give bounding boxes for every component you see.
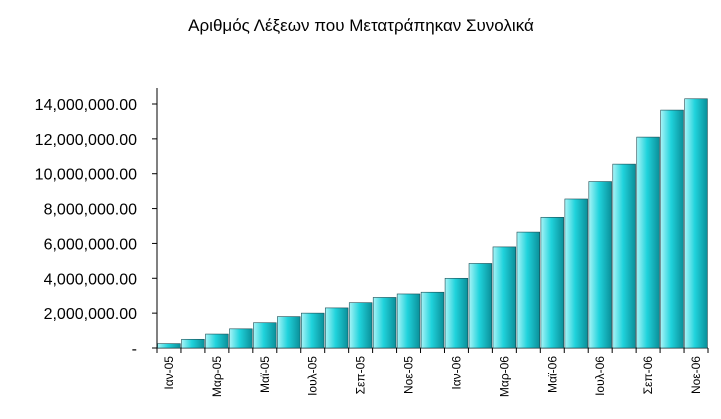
bar bbox=[636, 136, 660, 349]
x-tick-label: Μαϊ-05 bbox=[258, 356, 272, 393]
x-axis-ticks: Ιαν-05 Μαρ-05 Μαϊ-05 Ιουλ-05 Σεπ-05 Νοε-05 Ιαν… bbox=[156, 348, 709, 397]
x-tick-label: Μαρ-05 bbox=[210, 356, 224, 397]
bar bbox=[277, 316, 301, 349]
bar bbox=[229, 328, 253, 349]
x-tick-label: Ιουλ-06 bbox=[593, 356, 607, 396]
bar bbox=[253, 322, 277, 349]
x-tick-label: Μαρ-06 bbox=[497, 356, 511, 397]
bar bbox=[612, 163, 636, 349]
y-tick-label: 12,000,000.00 bbox=[35, 132, 137, 149]
y-tick-label: 2,000,000.00 bbox=[44, 306, 138, 323]
y-tick-label: 8,000,000.00 bbox=[44, 202, 138, 219]
bar bbox=[396, 293, 421, 349]
bars bbox=[157, 98, 708, 349]
bar bbox=[301, 312, 325, 349]
y-tick-label: - bbox=[132, 341, 137, 358]
x-tick-label: Ιαν-05 bbox=[162, 356, 176, 390]
bar bbox=[516, 231, 541, 349]
bar bbox=[181, 338, 205, 349]
x-tick-label: Μαϊ-06 bbox=[545, 356, 559, 393]
bar bbox=[205, 333, 229, 349]
x-tick-label: Σεπ-06 bbox=[641, 356, 655, 395]
bar bbox=[684, 98, 708, 349]
x-tick-label: Νοε-06 bbox=[689, 356, 703, 394]
bar bbox=[420, 291, 445, 349]
bar bbox=[372, 297, 397, 349]
x-tick-label: Ιαν-06 bbox=[449, 356, 463, 390]
y-axis-ticks: - 2,000,000.00 4,000,000.00 6,000,000.00 8,0… bbox=[35, 97, 157, 358]
bar bbox=[444, 277, 469, 349]
bar bbox=[540, 216, 564, 349]
y-tick-label: 10,000,000.00 bbox=[35, 167, 137, 184]
x-tick-label: Νοε-05 bbox=[402, 356, 416, 394]
y-tick-label: 14,000,000.00 bbox=[35, 97, 137, 114]
bar bbox=[660, 109, 684, 349]
x-tick-label: Σεπ-05 bbox=[354, 356, 368, 395]
bar bbox=[588, 181, 612, 349]
bar bbox=[492, 246, 517, 349]
chart-title: Αριθμός Λέξεων που Μετατράπηκαν Συνολικά bbox=[188, 16, 534, 35]
bar bbox=[468, 263, 493, 349]
bar bbox=[564, 198, 588, 349]
y-tick-label: 6,000,000.00 bbox=[44, 236, 138, 253]
bar bbox=[324, 307, 349, 349]
bar bbox=[348, 302, 373, 349]
y-tick-label: 4,000,000.00 bbox=[44, 271, 138, 288]
bar bbox=[157, 343, 181, 349]
x-tick-label: Ιουλ-05 bbox=[306, 356, 320, 396]
